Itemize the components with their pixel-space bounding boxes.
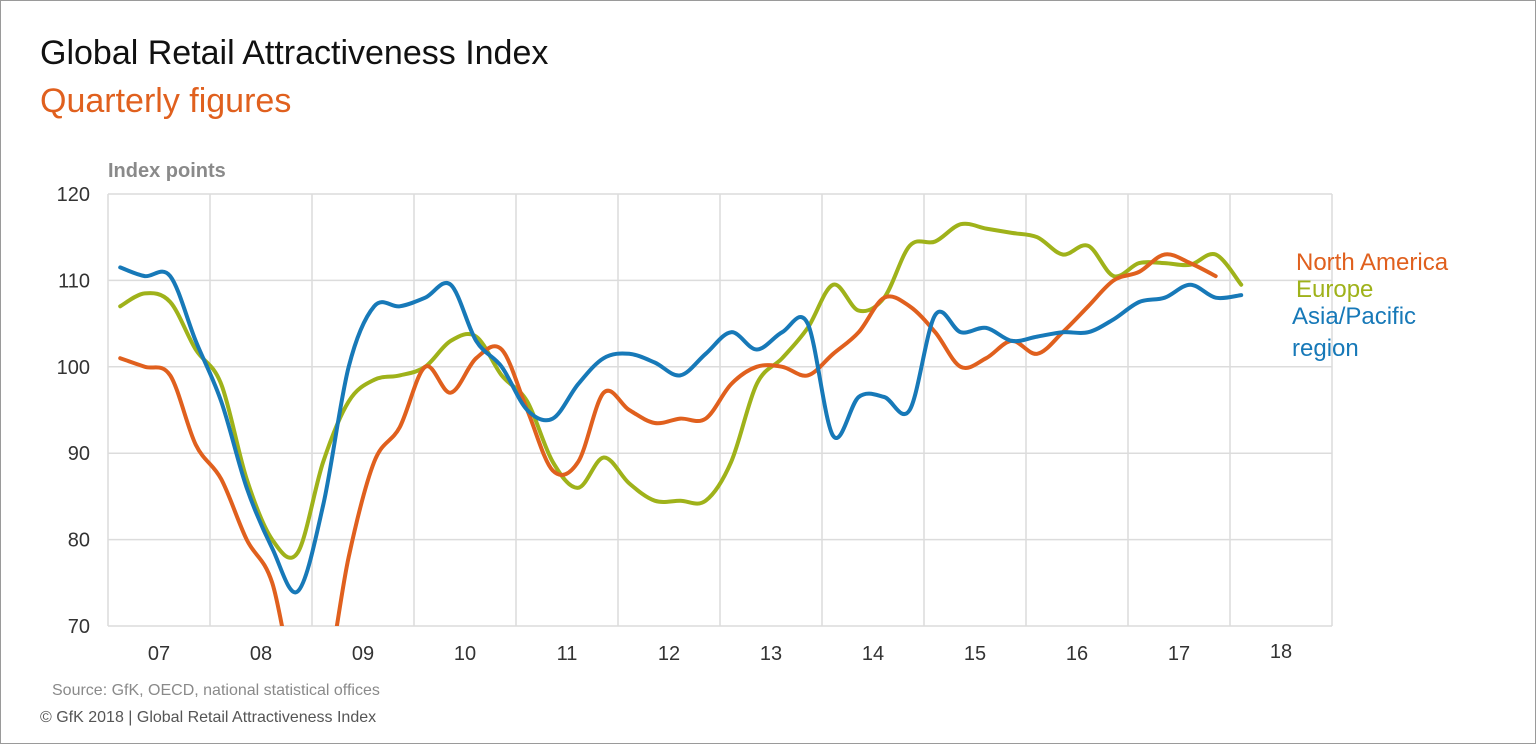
legend-label-north-america: North America bbox=[1296, 249, 1449, 276]
x-tick-label: 12 bbox=[658, 643, 680, 665]
chart-title: Global Retail Attractiveness Index bbox=[40, 34, 549, 72]
x-tick-label: 18 bbox=[1270, 641, 1292, 663]
x-tick-label: 07 bbox=[148, 643, 170, 665]
y-axis-label: Index points bbox=[108, 160, 226, 182]
x-tick-label: 15 bbox=[964, 643, 986, 665]
source-note: Source: GfK, OECD, national statistical … bbox=[52, 682, 380, 699]
legend-label-europe: Europe bbox=[1296, 276, 1373, 303]
series-line-north-america bbox=[118, 252, 1218, 626]
y-tick-label: 90 bbox=[68, 443, 90, 465]
y-tick-label: 100 bbox=[57, 357, 90, 379]
y-axis: 70 80 90 100 110 120 bbox=[57, 184, 90, 638]
x-tick-label: 13 bbox=[760, 643, 782, 665]
series-lines bbox=[118, 221, 1244, 626]
x-tick-label: 17 bbox=[1168, 643, 1190, 665]
x-tick-label: 10 bbox=[454, 643, 476, 665]
y-tick-label: 110 bbox=[58, 270, 90, 292]
x-tick-label: 11 bbox=[557, 643, 578, 665]
x-tick-label: 14 bbox=[862, 643, 884, 665]
series-line-asia-pacific bbox=[118, 265, 1244, 595]
x-tick-label: 09 bbox=[352, 643, 374, 665]
y-tick-label: 70 bbox=[68, 616, 90, 638]
y-tick-label: 80 bbox=[68, 530, 90, 552]
copyright-note: © GfK 2018 | Global Retail Attractivenes… bbox=[40, 709, 377, 726]
x-axis: 07 08 09 10 11 12 13 14 15 16 17 18 bbox=[148, 641, 1292, 665]
grid-lines bbox=[107, 193, 1333, 627]
y-tick-label: 120 bbox=[57, 184, 90, 206]
x-tick-label: 16 bbox=[1066, 643, 1088, 665]
chart-subtitle: Quarterly figures bbox=[40, 82, 292, 120]
x-tick-label: 08 bbox=[250, 643, 272, 665]
series-line-europe bbox=[118, 221, 1244, 560]
legend-label-asia-pacific: region bbox=[1292, 335, 1359, 362]
legend-label-asia-pacific: Asia/Pacific bbox=[1292, 303, 1416, 330]
